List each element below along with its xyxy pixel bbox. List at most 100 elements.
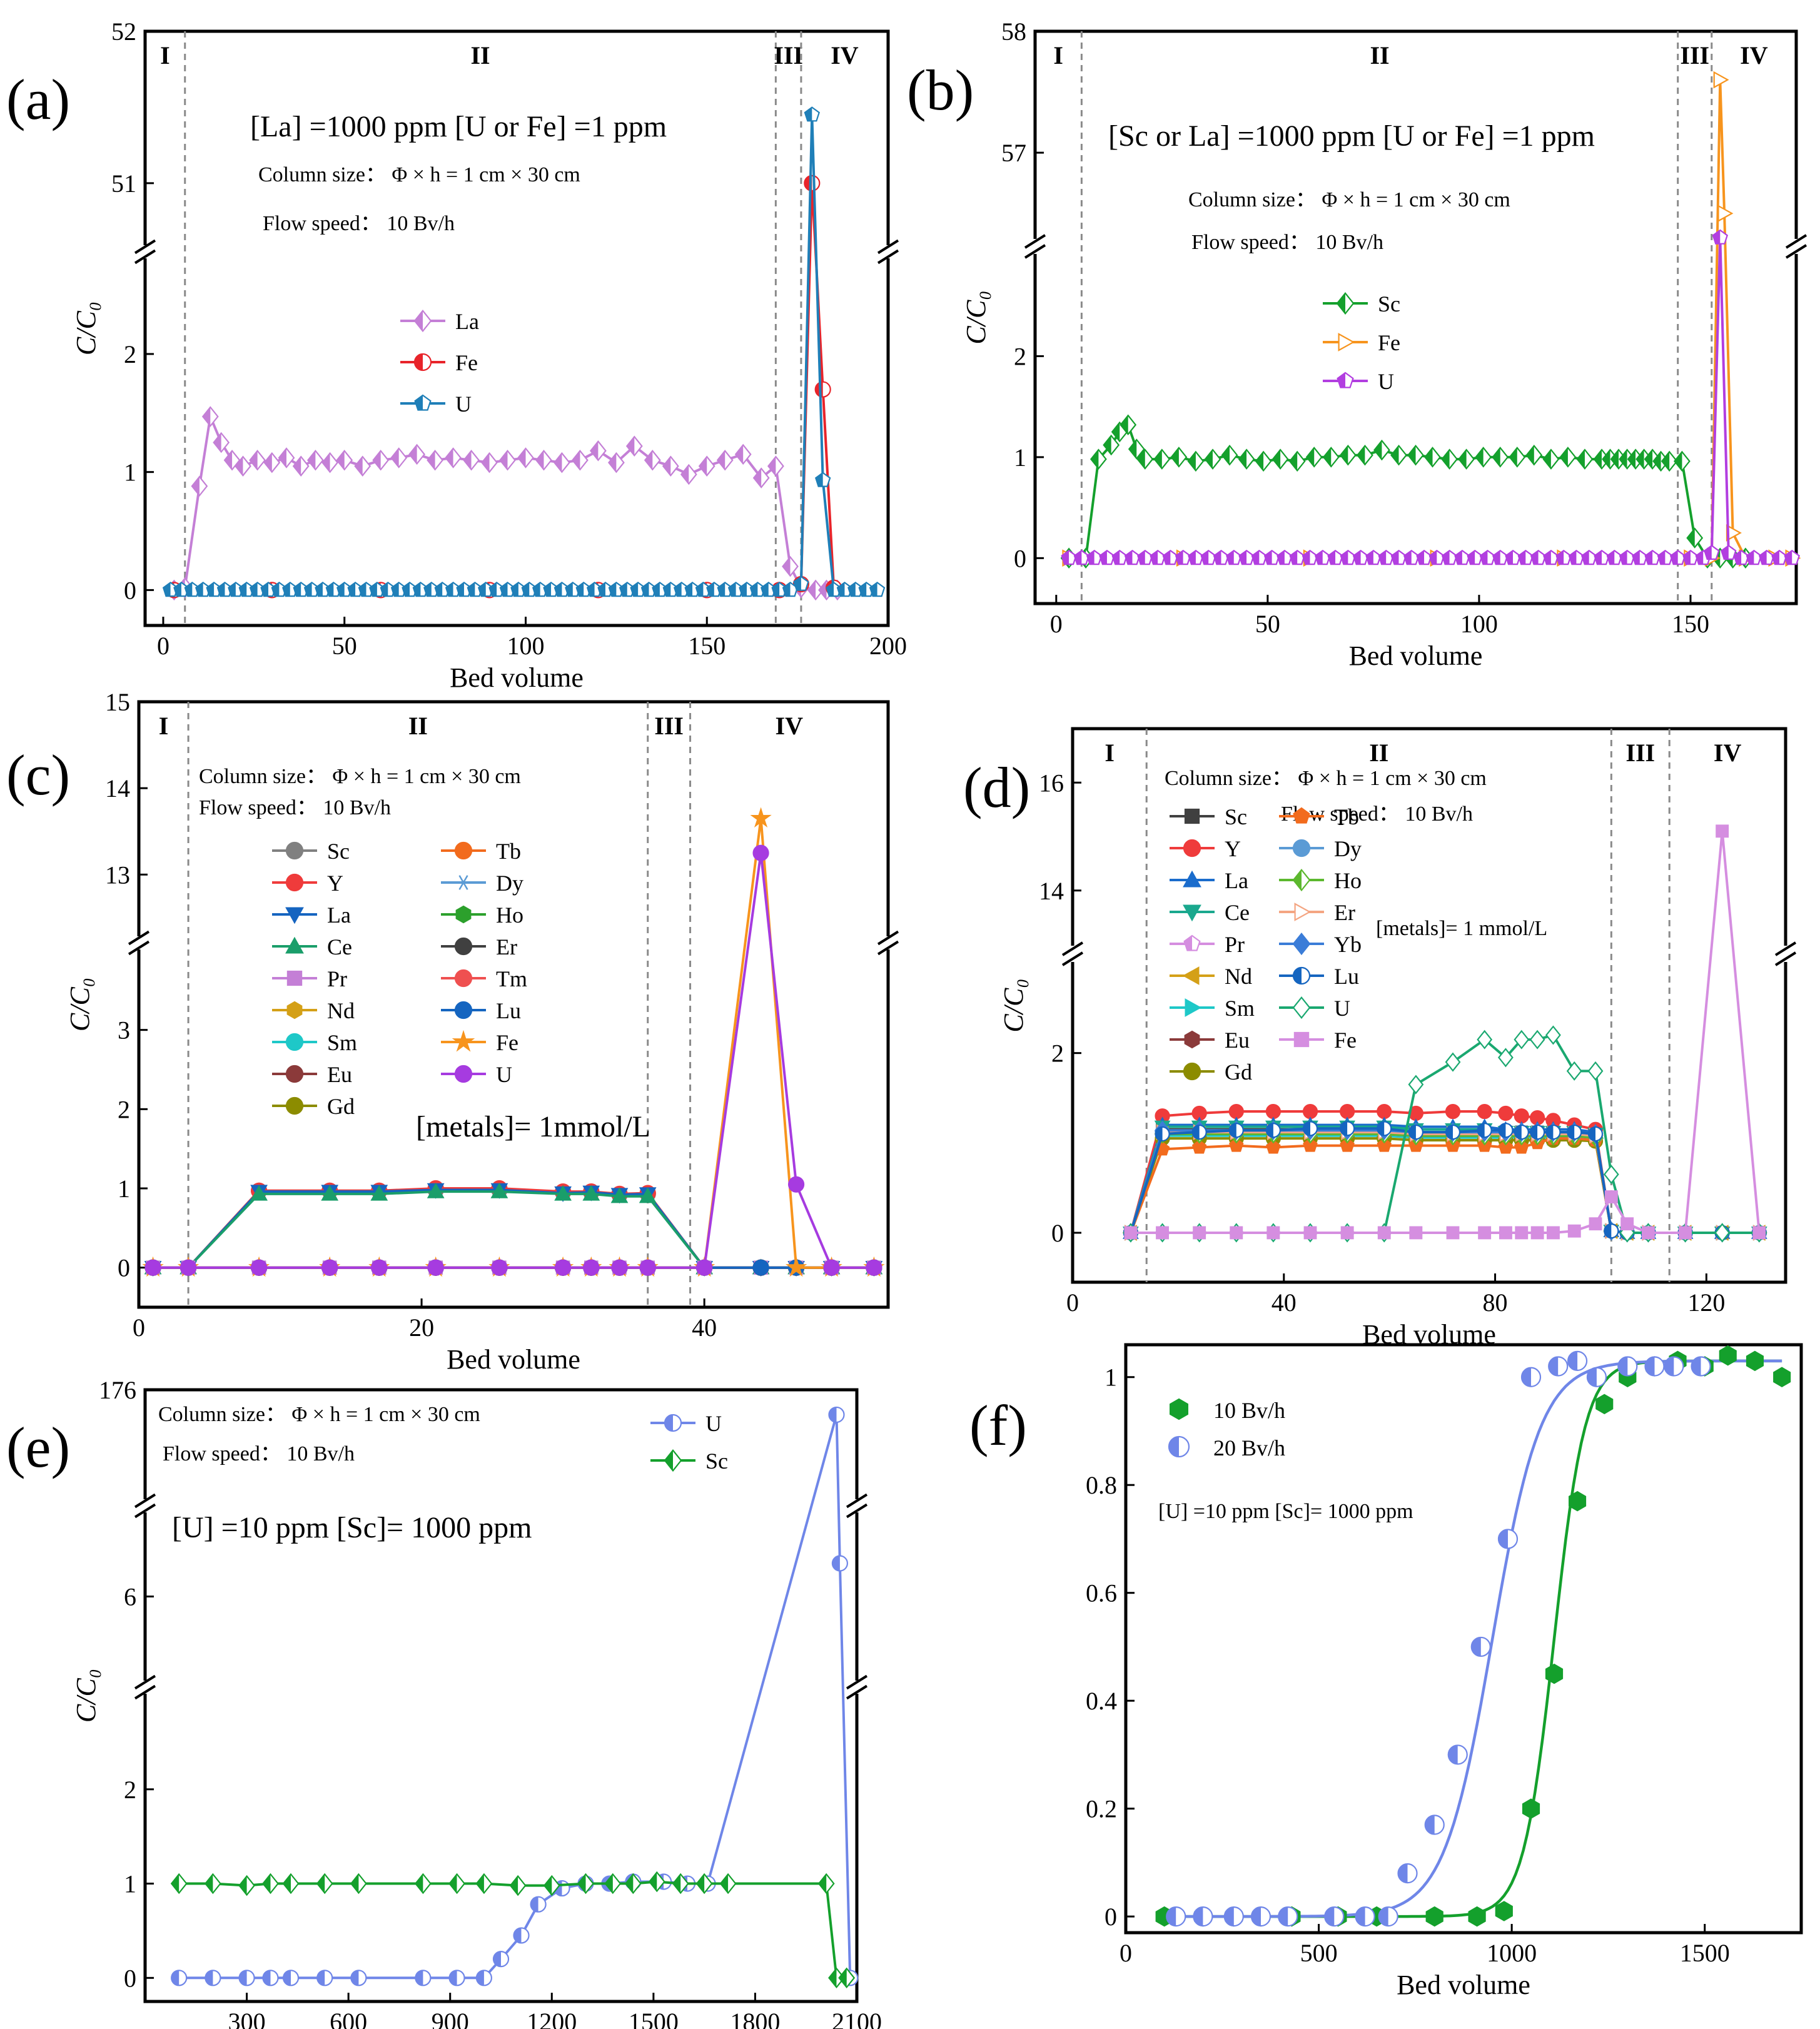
data-point-u-fill	[829, 1407, 837, 1422]
legend-label: U	[705, 1411, 722, 1436]
data-point-sc	[170, 1873, 188, 1895]
data-point-20-bv-h-fill	[1587, 1367, 1597, 1387]
data-point-sc-fill	[1323, 447, 1332, 467]
axis-break-mark	[1774, 941, 1797, 956]
data-point-u-fill	[239, 582, 247, 597]
data-point-la	[607, 452, 625, 473]
data-point-la-fill	[782, 557, 791, 576]
data-point-u-fill	[1404, 550, 1412, 565]
data-point-sc-fill	[1357, 445, 1365, 465]
data-point-u	[1365, 549, 1382, 565]
legend-marker-fill	[1293, 968, 1302, 984]
region-label: III	[654, 712, 684, 740]
data-point-fe	[750, 807, 772, 828]
region-label: II	[408, 712, 428, 740]
data-point-20-bv-h-fill	[1355, 1907, 1365, 1926]
data-point-ce	[610, 1187, 629, 1203]
data-point-sc	[624, 1873, 642, 1895]
data-point-sc-fill	[697, 1874, 705, 1893]
data-point-u-fill	[513, 1928, 522, 1943]
data-point-u-fill	[533, 582, 540, 597]
data-point-u-fill	[171, 1970, 179, 1986]
legend-marker-fill	[1337, 373, 1345, 388]
legend-marker	[452, 1030, 475, 1052]
legend-label: Fe	[455, 350, 478, 375]
data-point-20-bv-h-fill	[1664, 1357, 1674, 1376]
legend-marker	[285, 841, 304, 860]
data-point-y	[1377, 1103, 1392, 1120]
annotation-conditions: [Sc or La] =1000 ppm [U or Fe] =1 ppm	[1108, 119, 1595, 153]
data-point-u	[1061, 549, 1077, 565]
data-point-sc-fill	[1154, 450, 1162, 469]
data-point-lu-fill	[1192, 1125, 1200, 1140]
data-point-u	[1704, 544, 1720, 560]
y-tick-label: 1	[124, 1870, 136, 1898]
data-point-u-fill	[239, 1970, 247, 1986]
data-point-u-fill	[696, 582, 704, 597]
plot-frame-f	[1124, 1343, 1803, 1935]
y-tick-label: 2	[118, 1095, 130, 1123]
legend-marker	[1292, 933, 1311, 956]
data-point-10-bv-h	[1719, 1345, 1737, 1366]
data-point-sc	[414, 1873, 432, 1895]
data-point-u-fill	[206, 582, 215, 597]
data-point-u-fill	[467, 582, 475, 597]
data-point-u	[583, 1259, 600, 1276]
data-point-la-fill	[293, 457, 301, 476]
data-point-u-fill	[1251, 550, 1260, 565]
legend-label: Pr	[1225, 932, 1245, 957]
annotation-conditions: [La] =1000 ppm [U or Fe] =1 ppm	[250, 110, 667, 143]
data-point-sc-fill	[1205, 450, 1213, 469]
data-point-u-fill	[493, 1951, 501, 1967]
axis-break-mark	[846, 1493, 868, 1509]
data-point-u-fill	[272, 582, 280, 597]
data-point-lu	[1340, 1121, 1355, 1136]
legend-marker	[285, 1065, 304, 1083]
data-point-sc	[1339, 444, 1357, 466]
data-point-u-fill	[326, 582, 334, 597]
data-point-u	[782, 582, 799, 597]
data-point-fe	[1193, 1226, 1206, 1240]
axis-break-mark	[846, 1503, 868, 1519]
data-point-u	[1568, 549, 1585, 565]
plot-frame-a	[143, 29, 890, 627]
data-point-u-fill	[555, 582, 562, 597]
x-tick-label: 900	[432, 2008, 469, 2029]
data-point-fe	[1752, 1226, 1766, 1240]
x-tick-label: 0	[1050, 610, 1063, 638]
data-point-sc-fill	[1391, 445, 1399, 465]
axis-break-mark	[134, 1684, 156, 1700]
region-label: IV	[776, 712, 804, 740]
x-tick-label: 0	[157, 632, 169, 660]
data-point-sc	[1593, 448, 1610, 470]
data-point-lu-fill	[1229, 1123, 1236, 1138]
legend-marker	[1184, 1030, 1200, 1049]
legend-marker	[1338, 333, 1355, 352]
data-point-20-bv-h-fill	[1166, 1907, 1176, 1926]
region-label: III	[774, 41, 803, 69]
legend-marker-fill	[415, 310, 423, 331]
data-point-la	[390, 447, 408, 468]
axis-break-mark	[877, 249, 899, 265]
data-point-20-bv-h-fill	[1251, 1907, 1261, 1926]
data-point-sc-fill	[1628, 450, 1636, 469]
data-point-la-fill	[279, 448, 287, 467]
data-point-u	[1721, 544, 1737, 560]
data-point-la	[408, 443, 426, 465]
data-point-sc	[1424, 447, 1441, 468]
data-point-fe	[1446, 1226, 1460, 1240]
data-point-sc-fill	[1091, 450, 1099, 469]
data-point-u	[1632, 549, 1648, 565]
panel-e: 30060090012001500180021000126176Bed volu…	[6, 1376, 882, 2029]
data-point-u	[1746, 549, 1762, 565]
data-point-fe	[785, 1256, 807, 1277]
data-point-sc-fill	[205, 1874, 213, 1893]
legend: La Fe U	[400, 309, 479, 417]
data-point-u	[1784, 549, 1800, 565]
data-point-u-fill	[1556, 550, 1564, 565]
data-point-lu	[1477, 1123, 1492, 1138]
legend-marker	[1185, 998, 1202, 1017]
data-point-la	[481, 452, 498, 473]
legend-marker-fill	[1184, 936, 1192, 951]
x-tick-label: 80	[1483, 1288, 1508, 1317]
